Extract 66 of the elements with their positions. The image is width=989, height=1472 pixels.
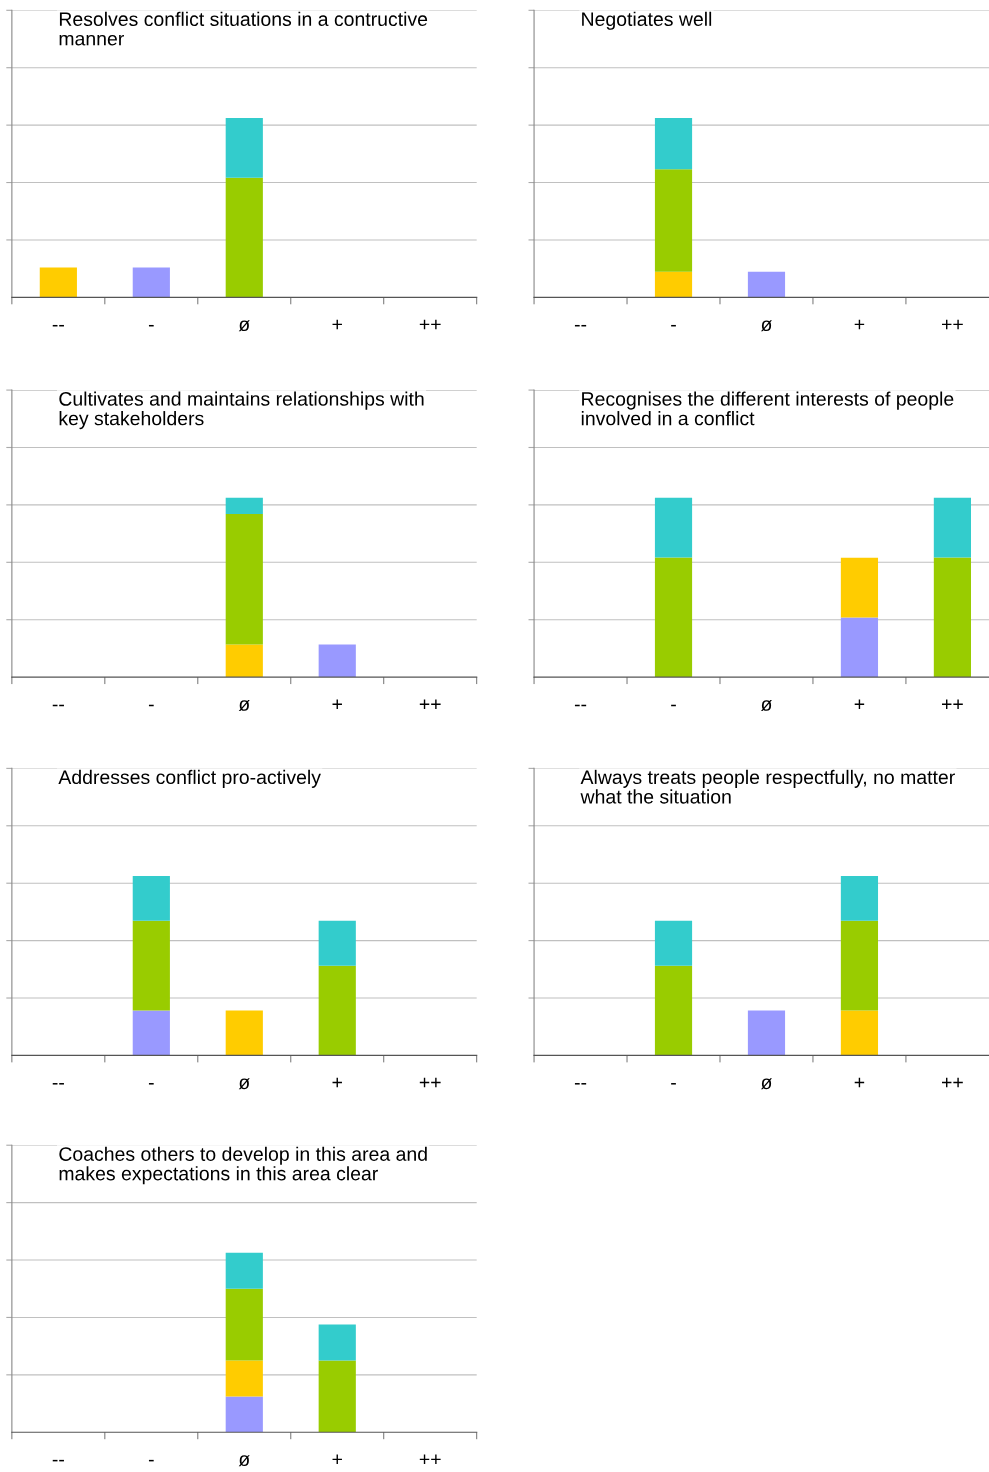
x-tick-label: -- [574, 704, 587, 707]
bar [654, 920, 693, 966]
bar [840, 920, 879, 1011]
bar [132, 920, 170, 1011]
bar [225, 1288, 263, 1361]
x-tick-label: ø [760, 700, 772, 712]
bar [318, 1324, 356, 1361]
x-tick-label: + [854, 699, 865, 709]
x-tick-label: + [332, 1454, 342, 1465]
bar [318, 965, 356, 1056]
x-tick-label: - [148, 1459, 154, 1462]
chart-title: Coaches others to develop in this area and makes expectations in this area clear [59, 1146, 427, 1185]
x-tick-label: - [671, 1083, 676, 1085]
bar [318, 920, 356, 966]
x-tick-label: ø [238, 320, 250, 332]
bar [840, 617, 879, 678]
x-tick-label: + [854, 319, 865, 330]
bar [225, 1252, 263, 1289]
bar [132, 1010, 170, 1056]
x-tick-label: -- [52, 704, 64, 707]
bar [225, 1010, 263, 1056]
x-tick-label: - [148, 1083, 154, 1085]
x-tick-label: + [854, 1077, 865, 1088]
x-tick-label: ø [238, 1078, 250, 1090]
x-tick-label: -- [52, 324, 64, 327]
bar [933, 557, 971, 678]
x-tick-label: ø [760, 320, 772, 332]
x-tick-label: -- [52, 1459, 64, 1462]
x-tick-label: - [148, 704, 154, 707]
x-tick-label: - [671, 704, 676, 707]
chart-title: Always treats people respectfully, no matter what the situation [580, 769, 955, 804]
x-tick-label: ++ [419, 699, 441, 709]
x-tick-label: -- [574, 324, 587, 327]
bar [654, 557, 693, 678]
bar [132, 876, 170, 921]
bar [318, 1360, 356, 1433]
bar [225, 1396, 263, 1433]
bar [840, 1010, 879, 1056]
x-tick-label: + [332, 699, 342, 709]
x-tick-label: + [332, 319, 342, 330]
chart-title: Recognises the different interests of people involved in a conflict [581, 391, 954, 426]
x-tick-label: + [332, 1077, 342, 1088]
bar [654, 497, 693, 558]
bar [225, 1360, 263, 1397]
chart-title: Resolves conflict situations in a contructive manner [59, 11, 428, 46]
x-tick-label: ++ [419, 1077, 441, 1088]
chart-title: Negotiates well [582, 11, 712, 30]
bar [933, 497, 971, 558]
x-tick-label: -- [52, 1083, 64, 1085]
chart-title: Cultivates and maintains relationships with key stakeholders [59, 391, 424, 430]
bar [654, 965, 693, 1056]
bar [747, 1010, 786, 1056]
x-tick-label: ++ [419, 1454, 441, 1465]
x-tick-label: - [671, 324, 676, 327]
x-tick-label: ++ [419, 319, 441, 330]
x-tick-label: ø [760, 1078, 772, 1090]
x-tick-label: ø [238, 1455, 250, 1467]
x-tick-label: ++ [942, 699, 963, 709]
x-tick-label: - [148, 324, 154, 327]
x-tick-label: -- [574, 1083, 587, 1085]
bar [840, 557, 879, 618]
x-tick-label: ++ [942, 319, 963, 330]
chart-title: Addresses conflict pro-actively [58, 769, 321, 788]
x-tick-label: ++ [942, 1077, 963, 1088]
x-tick-label: ø [238, 700, 250, 712]
bar [840, 876, 879, 921]
